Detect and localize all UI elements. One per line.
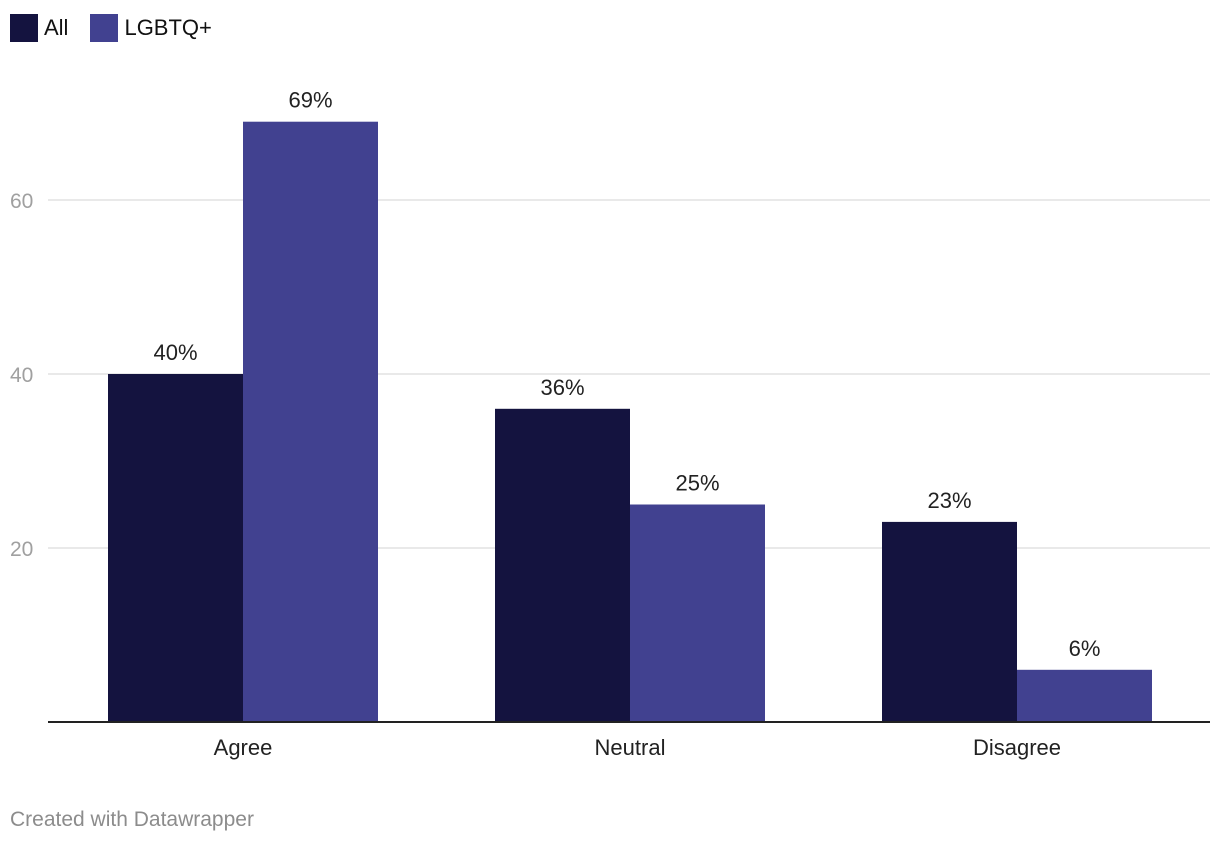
bar-disagree-all	[882, 521, 1017, 722]
bar-neutral-lgbtq	[630, 504, 765, 722]
value-label-disagree-lgbtq: 6%	[1069, 636, 1101, 661]
legend-label-all: All	[44, 15, 69, 40]
category-label-agree: Agree	[214, 735, 273, 760]
value-label-neutral-all: 36%	[540, 375, 584, 400]
category-label-neutral: Neutral	[595, 735, 666, 760]
bar-neutral-all	[495, 408, 630, 722]
y-tick-label-60: 60	[10, 190, 33, 213]
value-label-neutral-lgbtq: 25%	[675, 471, 719, 496]
value-label-disagree-all: 23%	[927, 488, 971, 513]
legend-label-lgbtq: LGBTQ+	[124, 15, 212, 40]
bar-agree-all	[108, 374, 243, 722]
category-label-disagree: Disagree	[973, 735, 1061, 760]
footer-credit: Created with Datawrapper	[10, 808, 254, 831]
legend-item-lgbtq: LGBTQ+	[90, 14, 212, 42]
bar-agree-lgbtq	[243, 121, 378, 722]
legend-item-all: All	[10, 14, 68, 42]
bar-disagree-lgbtq	[1017, 669, 1152, 722]
chart-legend: All LGBTQ+	[10, 14, 234, 42]
value-label-agree-lgbtq: 69%	[288, 88, 332, 113]
y-tick-label-20: 20	[10, 538, 33, 561]
y-tick-label-40: 40	[10, 364, 33, 387]
legend-swatch-lgbtq	[90, 14, 119, 42]
value-label-agree-all: 40%	[153, 340, 197, 365]
legend-swatch-all	[10, 14, 38, 42]
